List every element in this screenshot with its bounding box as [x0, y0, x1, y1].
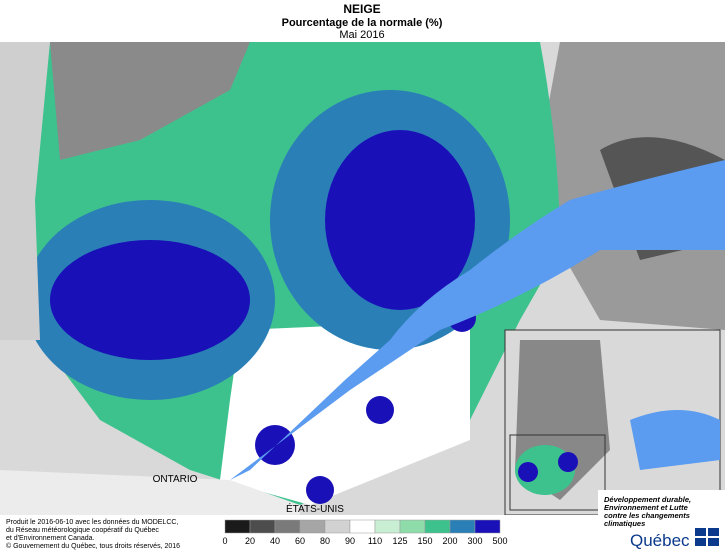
- subtitle: Pourcentage de la normale (%): [282, 17, 443, 29]
- river: [230, 160, 725, 480]
- inset-zone: [518, 462, 538, 482]
- legend-swatch: [474, 519, 501, 534]
- legend-tick-label: 500: [492, 536, 507, 546]
- legend: 0 20 40 60 80 90 110 125 150 200 300 500: [222, 519, 508, 546]
- grey-region: [50, 42, 250, 160]
- legend-swatch: [374, 519, 401, 534]
- darkblue-zone: [306, 476, 334, 504]
- credits: Produit le 2016-06-10 avec les données d…: [6, 519, 180, 550]
- logo-ministry: contre les changements: [604, 511, 690, 520]
- legend-tick-label: 90: [345, 536, 355, 546]
- map-label: ONTARIO: [153, 474, 198, 485]
- credit-line: et d'Environnement Canada.: [6, 535, 95, 542]
- legend-swatch: [349, 519, 376, 534]
- legend-tick-label: 60: [295, 536, 305, 546]
- legend-tick-label: 125: [392, 536, 407, 546]
- legend-tick-label: 300: [467, 536, 482, 546]
- logo-ministry: Environnement et Lutte: [604, 503, 688, 512]
- inset-frame: [509, 434, 606, 511]
- credit-line: Produit le 2016-06-10 avec les données d…: [6, 519, 178, 526]
- west-region: [0, 42, 50, 340]
- darkblue-zone: [366, 396, 394, 424]
- legend-swatch: [249, 519, 276, 534]
- logo-ministry: climatiques: [604, 519, 645, 528]
- legend-tick-label: 200: [442, 536, 457, 546]
- legend-swatch: [274, 519, 301, 534]
- flag-icon: [695, 528, 719, 546]
- legend-tick-label: 110: [368, 536, 382, 546]
- credit-line: © Gouvernement du Québec, tous droits ré…: [6, 542, 180, 550]
- credit-line: du Réseau météorologique coopératif du Q…: [6, 527, 159, 534]
- logo-name: Québec: [630, 531, 690, 550]
- legend-swatch: [449, 519, 476, 534]
- logo-ministry: Développement durable,: [604, 495, 691, 504]
- darkblue-zone: [325, 130, 475, 310]
- legend-swatch: [424, 519, 451, 534]
- legend-swatch: [299, 519, 326, 534]
- legend-tick-label: 20: [245, 536, 255, 546]
- legend-swatch: [399, 519, 426, 534]
- map-label: ÉTATS-UNIS: [286, 502, 344, 515]
- logo: Développement durable,Environnement et L…: [604, 495, 691, 528]
- darkblue-zone: [50, 240, 250, 360]
- inset-water: [630, 410, 720, 470]
- legend-tick-label: 40: [270, 536, 280, 546]
- map: ONTARIO ÉTATS-UNIS: [0, 42, 725, 516]
- period: Mai 2016: [339, 29, 384, 41]
- legend-swatch: [224, 519, 251, 534]
- legend-tick-label: 0: [222, 536, 227, 546]
- legend-swatch: [324, 519, 351, 534]
- title: NEIGE: [343, 2, 380, 16]
- us-region: [0, 470, 300, 515]
- legend-tick-label: 150: [417, 536, 432, 546]
- inset-zone: [558, 452, 578, 472]
- legend-tick-label: 80: [320, 536, 330, 546]
